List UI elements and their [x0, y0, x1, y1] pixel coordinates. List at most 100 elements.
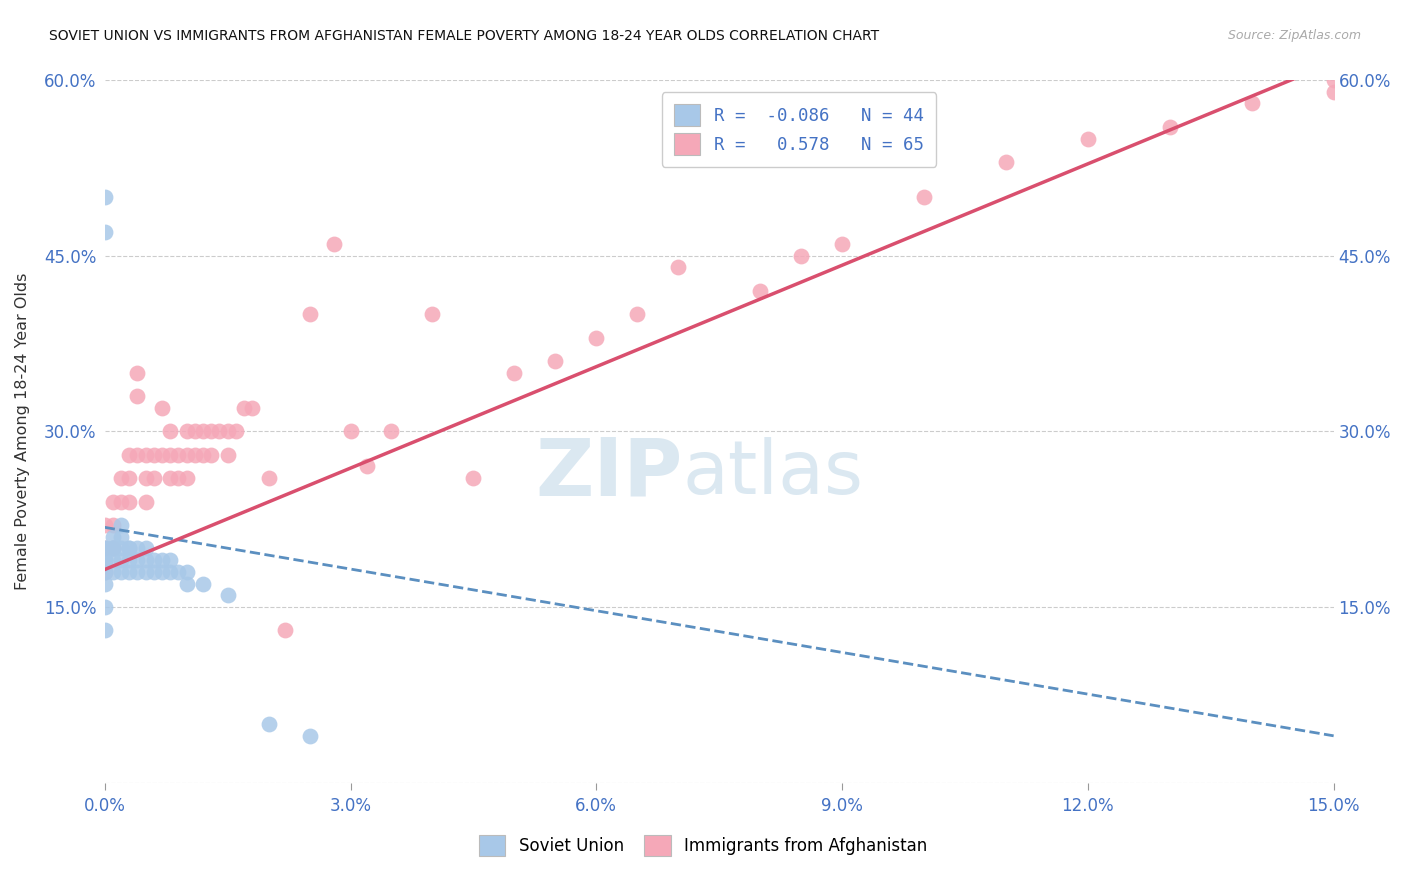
Point	[118, 553, 141, 567]
Point	[93, 599, 115, 614]
Point	[135, 541, 157, 556]
Point	[200, 425, 222, 439]
Point	[191, 425, 214, 439]
Point	[1077, 131, 1099, 145]
Point	[749, 284, 772, 298]
Point	[110, 494, 132, 508]
Point	[93, 190, 115, 204]
Point	[127, 553, 149, 567]
Point	[150, 401, 173, 415]
Point	[135, 448, 157, 462]
Point	[93, 541, 115, 556]
Point	[176, 425, 198, 439]
Point	[142, 565, 165, 579]
Point	[339, 425, 361, 439]
Point	[142, 553, 165, 567]
Point	[994, 155, 1017, 169]
Point	[544, 354, 567, 368]
Point	[110, 518, 132, 533]
Point	[101, 541, 124, 556]
Point	[135, 565, 157, 579]
Point	[118, 541, 141, 556]
Point	[150, 448, 173, 462]
Point	[93, 541, 115, 556]
Point	[257, 717, 280, 731]
Point	[298, 729, 321, 743]
Point	[110, 553, 132, 567]
Point	[167, 471, 190, 485]
Point	[127, 389, 149, 403]
Point	[93, 553, 115, 567]
Point	[831, 236, 853, 251]
Point	[1323, 85, 1346, 99]
Point	[191, 576, 214, 591]
Point	[200, 448, 222, 462]
Point	[380, 425, 402, 439]
Point	[257, 471, 280, 485]
Point	[93, 576, 115, 591]
Point	[101, 553, 124, 567]
Point	[110, 541, 132, 556]
Point	[167, 565, 190, 579]
Point	[118, 494, 141, 508]
Y-axis label: Female Poverty Among 18-24 Year Olds: Female Poverty Among 18-24 Year Olds	[15, 273, 30, 590]
Point	[159, 425, 181, 439]
Point	[93, 565, 115, 579]
Point	[93, 518, 115, 533]
Point	[191, 448, 214, 462]
Point	[150, 565, 173, 579]
Point	[110, 530, 132, 544]
Point	[176, 576, 198, 591]
Text: atlas: atlas	[682, 437, 863, 510]
Point	[176, 448, 198, 462]
Point	[135, 553, 157, 567]
Text: ZIP: ZIP	[536, 434, 682, 513]
Point	[159, 448, 181, 462]
Point	[93, 225, 115, 239]
Point	[135, 471, 157, 485]
Point	[101, 494, 124, 508]
Text: SOVIET UNION VS IMMIGRANTS FROM AFGHANISTAN FEMALE POVERTY AMONG 18-24 YEAR OLDS: SOVIET UNION VS IMMIGRANTS FROM AFGHANIS…	[49, 29, 879, 43]
Legend: Soviet Union, Immigrants from Afghanistan: Soviet Union, Immigrants from Afghanista…	[471, 827, 935, 864]
Point	[110, 471, 132, 485]
Point	[184, 448, 207, 462]
Point	[93, 565, 115, 579]
Point	[790, 249, 813, 263]
Point	[422, 307, 444, 321]
Point	[208, 425, 231, 439]
Point	[666, 260, 689, 275]
Point	[225, 425, 247, 439]
Point	[101, 541, 124, 556]
Point	[176, 565, 198, 579]
Point	[912, 190, 935, 204]
Point	[298, 307, 321, 321]
Point	[127, 448, 149, 462]
Point	[159, 565, 181, 579]
Point	[101, 518, 124, 533]
Point	[167, 448, 190, 462]
Point	[101, 565, 124, 579]
Point	[142, 471, 165, 485]
Point	[93, 553, 115, 567]
Point	[176, 471, 198, 485]
Point	[110, 565, 132, 579]
Point	[118, 448, 141, 462]
Point	[101, 541, 124, 556]
Point	[135, 494, 157, 508]
Point	[93, 541, 115, 556]
Point	[150, 553, 173, 567]
Text: Source: ZipAtlas.com: Source: ZipAtlas.com	[1227, 29, 1361, 42]
Point	[118, 471, 141, 485]
Point	[118, 541, 141, 556]
Point	[274, 624, 297, 638]
Point	[101, 530, 124, 544]
Legend: R =  -0.086   N = 44, R =   0.578   N = 65: R = -0.086 N = 44, R = 0.578 N = 65	[662, 92, 936, 167]
Point	[184, 425, 207, 439]
Point	[217, 588, 239, 602]
Point	[503, 366, 526, 380]
Point	[142, 448, 165, 462]
Point	[217, 448, 239, 462]
Point	[626, 307, 648, 321]
Point	[217, 425, 239, 439]
Point	[1323, 73, 1346, 87]
